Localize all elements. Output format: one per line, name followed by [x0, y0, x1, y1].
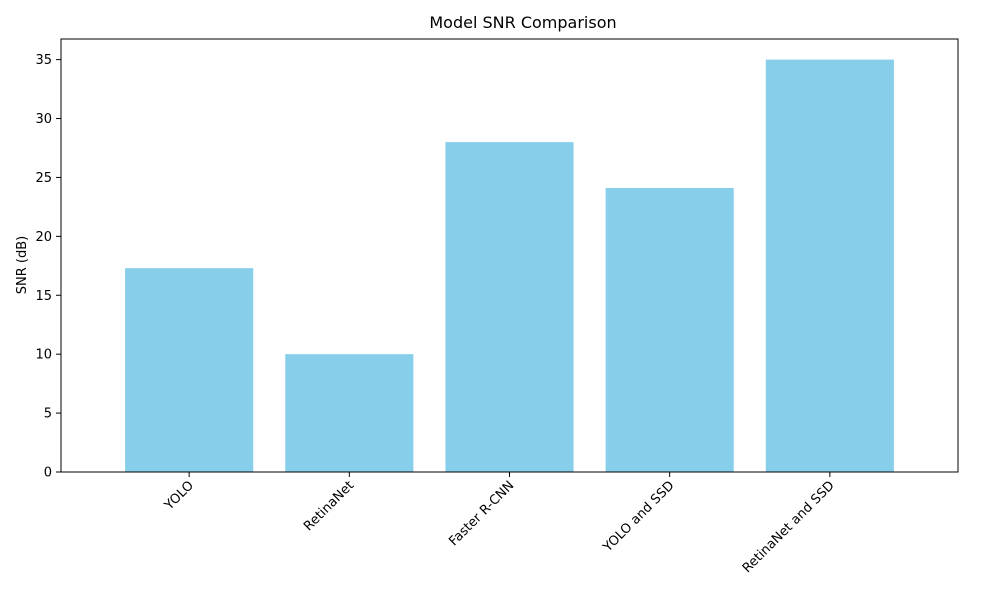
- y-axis-ticks: 0 5 10 15 20 25 30 35: [35, 53, 61, 481]
- y-tick-label: 0: [44, 466, 52, 481]
- bar-retinanet-and-ssd: [765, 59, 894, 472]
- y-tick-label: 30: [35, 112, 52, 127]
- bars-group: [125, 59, 894, 472]
- bar-faster-r-cnn: [445, 142, 574, 472]
- y-tick-label: 5: [44, 407, 52, 422]
- x-tick-label: YOLO and SSD: [600, 478, 678, 556]
- y-tick-label: 35: [35, 53, 52, 68]
- x-tick-label: RetinaNet and SSD: [740, 478, 838, 576]
- y-tick-label: 10: [35, 348, 52, 363]
- x-tick-label: Faster R-CNN: [446, 478, 517, 549]
- bar-yolo-and-ssd: [605, 188, 734, 472]
- y-tick-label: 25: [35, 171, 52, 186]
- plot-frame: [60, 38, 959, 473]
- y-tick-label: 20: [35, 230, 52, 245]
- x-axis-ticks: YOLO RetinaNet Faster R-CNN YOLO and SSD Ret…: [161, 472, 838, 576]
- bar-retinanet: [285, 354, 414, 472]
- x-tick-label: YOLO: [161, 478, 197, 514]
- y-tick-label: 15: [35, 289, 52, 304]
- x-tick-label: RetinaNet: [301, 478, 357, 534]
- chart-title: Model SNR Comparison: [429, 13, 616, 32]
- y-axis-label: SNR (dB): [15, 236, 30, 294]
- bar-yolo: [125, 268, 254, 472]
